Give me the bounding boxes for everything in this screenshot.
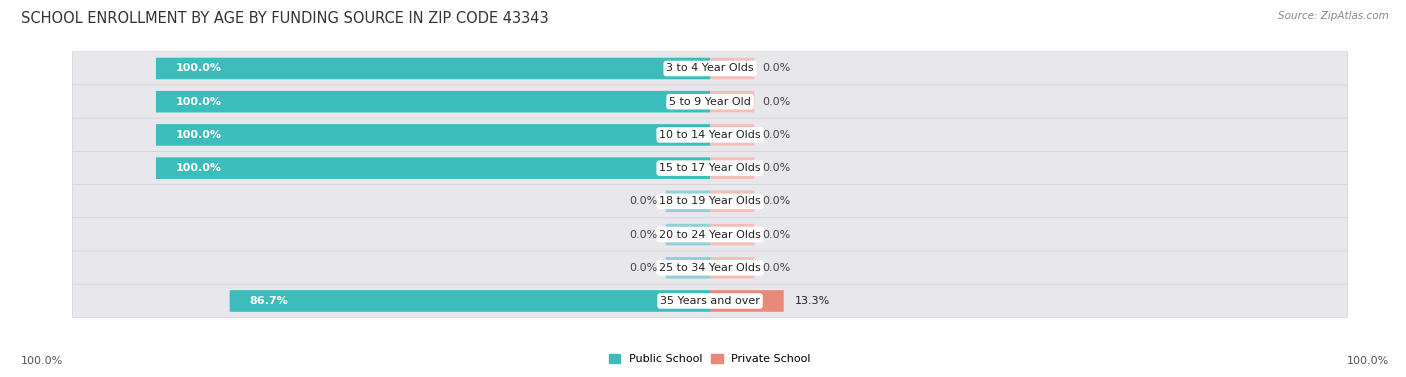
Text: 0.0%: 0.0% <box>628 263 658 273</box>
FancyBboxPatch shape <box>710 290 783 312</box>
Text: 15 to 17 Year Olds: 15 to 17 Year Olds <box>659 163 761 173</box>
Text: 25 to 34 Year Olds: 25 to 34 Year Olds <box>659 263 761 273</box>
Text: 35 Years and over: 35 Years and over <box>659 296 761 306</box>
FancyBboxPatch shape <box>710 91 755 112</box>
FancyBboxPatch shape <box>73 251 1347 285</box>
FancyBboxPatch shape <box>73 185 1347 218</box>
FancyBboxPatch shape <box>710 190 755 212</box>
FancyBboxPatch shape <box>665 190 710 212</box>
Text: 100.0%: 100.0% <box>21 356 63 366</box>
Text: 5 to 9 Year Old: 5 to 9 Year Old <box>669 97 751 107</box>
Legend: Public School, Private School: Public School, Private School <box>605 349 815 369</box>
FancyBboxPatch shape <box>156 58 710 79</box>
FancyBboxPatch shape <box>710 257 755 279</box>
FancyBboxPatch shape <box>156 124 710 146</box>
Text: 0.0%: 0.0% <box>762 63 792 74</box>
Text: 13.3%: 13.3% <box>794 296 830 306</box>
Text: Source: ZipAtlas.com: Source: ZipAtlas.com <box>1278 11 1389 21</box>
FancyBboxPatch shape <box>710 157 755 179</box>
Text: 18 to 19 Year Olds: 18 to 19 Year Olds <box>659 196 761 206</box>
Text: 0.0%: 0.0% <box>762 263 792 273</box>
Text: 0.0%: 0.0% <box>762 97 792 107</box>
FancyBboxPatch shape <box>665 257 710 279</box>
FancyBboxPatch shape <box>710 124 755 146</box>
FancyBboxPatch shape <box>710 58 755 79</box>
Text: 100.0%: 100.0% <box>176 97 221 107</box>
FancyBboxPatch shape <box>710 224 755 245</box>
FancyBboxPatch shape <box>73 151 1347 185</box>
Text: 86.7%: 86.7% <box>249 296 288 306</box>
Text: 100.0%: 100.0% <box>176 130 221 140</box>
Text: 100.0%: 100.0% <box>176 63 221 74</box>
FancyBboxPatch shape <box>73 118 1347 152</box>
FancyBboxPatch shape <box>73 284 1347 318</box>
Text: 0.0%: 0.0% <box>762 130 792 140</box>
FancyBboxPatch shape <box>73 52 1347 85</box>
Text: 20 to 24 Year Olds: 20 to 24 Year Olds <box>659 230 761 239</box>
FancyBboxPatch shape <box>73 218 1347 251</box>
Text: 100.0%: 100.0% <box>176 163 221 173</box>
Text: SCHOOL ENROLLMENT BY AGE BY FUNDING SOURCE IN ZIP CODE 43343: SCHOOL ENROLLMENT BY AGE BY FUNDING SOUR… <box>21 11 548 26</box>
Text: 0.0%: 0.0% <box>628 230 658 239</box>
FancyBboxPatch shape <box>156 157 710 179</box>
Text: 10 to 14 Year Olds: 10 to 14 Year Olds <box>659 130 761 140</box>
FancyBboxPatch shape <box>73 85 1347 118</box>
Text: 0.0%: 0.0% <box>628 196 658 206</box>
Text: 100.0%: 100.0% <box>1347 356 1389 366</box>
FancyBboxPatch shape <box>229 290 710 312</box>
FancyBboxPatch shape <box>156 91 710 112</box>
Text: 3 to 4 Year Olds: 3 to 4 Year Olds <box>666 63 754 74</box>
Text: 0.0%: 0.0% <box>762 163 792 173</box>
Text: 0.0%: 0.0% <box>762 196 792 206</box>
FancyBboxPatch shape <box>665 224 710 245</box>
Text: 0.0%: 0.0% <box>762 230 792 239</box>
